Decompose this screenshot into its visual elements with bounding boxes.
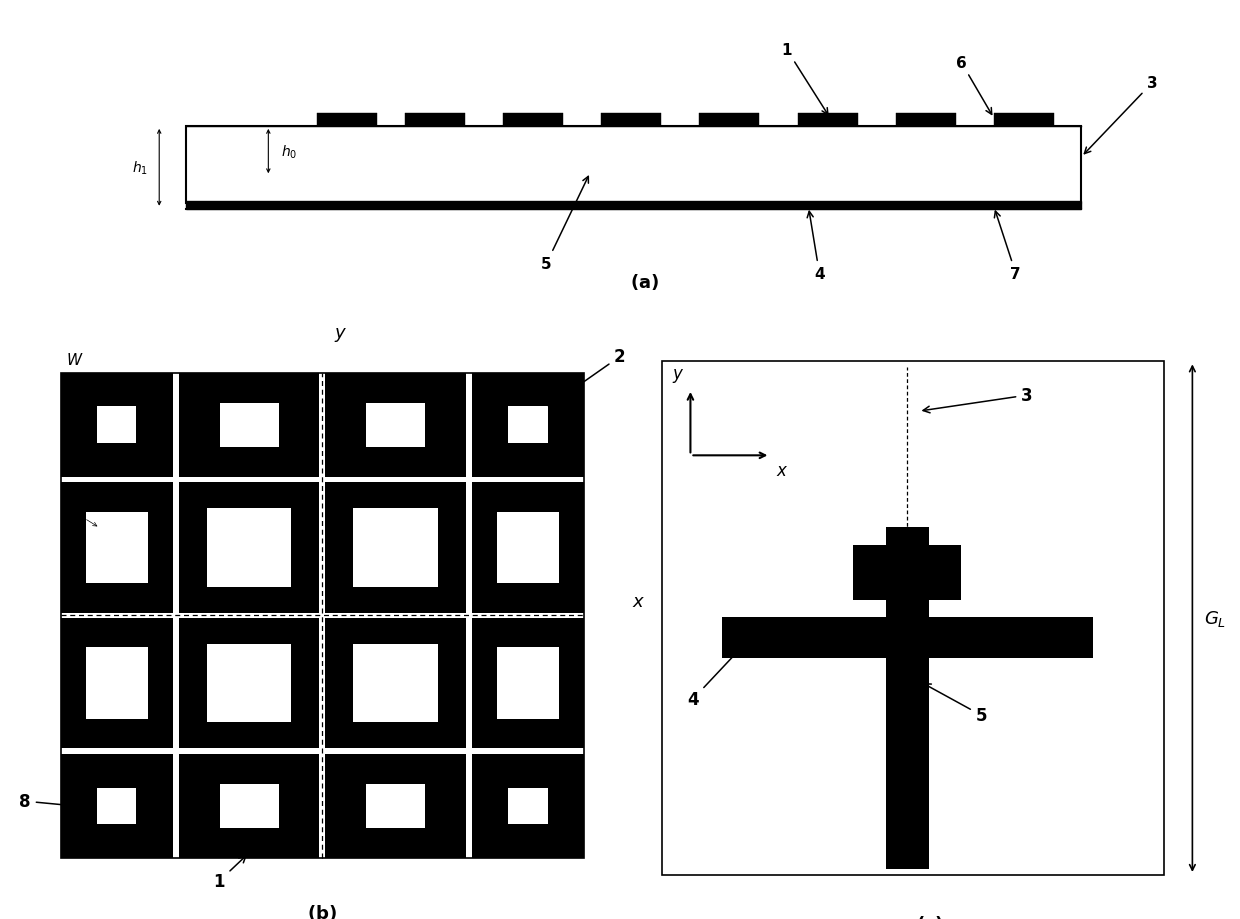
Bar (885, 528, 929, 869)
Bar (366, 403, 425, 447)
Text: 7: 7 (994, 212, 1021, 281)
Bar (404, 114, 465, 127)
Text: $y$: $y$ (335, 325, 347, 344)
Bar (61, 482, 172, 613)
Text: 8: 8 (20, 792, 73, 811)
Bar (472, 373, 584, 477)
Text: 4: 4 (807, 212, 825, 281)
Bar (186, 202, 1081, 210)
Bar (61, 754, 172, 858)
Bar (86, 648, 148, 720)
Bar (97, 407, 136, 444)
Bar (895, 114, 956, 127)
Bar (497, 512, 559, 584)
Text: $\mathbf{(b)}$: $\mathbf{(b)}$ (308, 902, 337, 919)
Text: 1: 1 (781, 43, 828, 115)
Bar (662, 362, 1164, 875)
Bar (472, 754, 584, 858)
Text: $h_1$: $h_1$ (133, 159, 149, 176)
Text: $d_{gap}$: $d_{gap}$ (67, 545, 87, 559)
Bar (699, 114, 759, 127)
Bar (919, 545, 961, 601)
Text: 3: 3 (1084, 76, 1157, 154)
Text: $\mathbf{(c)}$: $\mathbf{(c)}$ (916, 913, 944, 919)
Bar (61, 373, 172, 477)
Bar (86, 512, 148, 584)
Text: 6: 6 (956, 56, 992, 115)
Bar (497, 648, 559, 720)
Text: 5: 5 (542, 177, 589, 271)
Bar (508, 789, 548, 824)
Text: 4: 4 (687, 636, 753, 708)
Bar (722, 618, 1092, 658)
Bar (179, 618, 320, 749)
Bar (325, 482, 466, 613)
Bar (472, 618, 584, 749)
Text: $x$: $x$ (776, 461, 789, 480)
Bar (325, 373, 466, 477)
Text: $x$: $x$ (632, 592, 645, 610)
Bar (61, 618, 172, 749)
Bar (186, 127, 1081, 204)
Bar (317, 114, 377, 127)
Bar (601, 114, 661, 127)
Text: $y$: $y$ (672, 366, 684, 384)
Bar (508, 407, 548, 444)
Text: $W$: $W$ (67, 352, 84, 368)
Bar (219, 403, 279, 447)
Bar (472, 482, 584, 613)
Bar (366, 785, 425, 828)
Text: $h_0$: $h_0$ (281, 143, 298, 161)
Bar (325, 754, 466, 858)
Bar (179, 754, 320, 858)
Bar (207, 644, 291, 722)
Bar (179, 482, 320, 613)
Text: 3: 3 (923, 387, 1033, 414)
Text: 2: 2 (548, 348, 626, 407)
Bar (207, 509, 291, 587)
Bar (853, 545, 895, 601)
Bar (353, 644, 438, 722)
Bar (179, 373, 320, 477)
Text: $\mathbf{(a)}$: $\mathbf{(a)}$ (630, 271, 660, 291)
Bar (797, 114, 858, 127)
Bar (61, 373, 584, 858)
Text: $W_s$: $W_s$ (67, 505, 97, 527)
Bar (503, 114, 563, 127)
Bar (325, 618, 466, 749)
Bar (994, 114, 1054, 127)
Bar (97, 789, 136, 824)
Bar (219, 785, 279, 828)
Text: 1: 1 (213, 856, 246, 890)
Text: $G_L$: $G_L$ (1204, 608, 1226, 629)
Text: 5: 5 (924, 684, 987, 724)
Bar (353, 509, 438, 587)
